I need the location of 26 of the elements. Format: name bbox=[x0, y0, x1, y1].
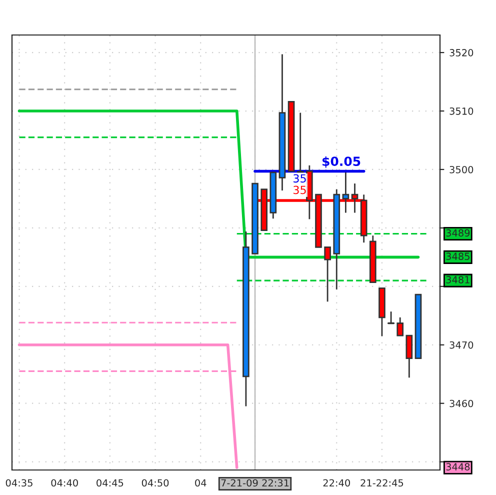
x-tick-label: 7-21-09 22:31 bbox=[221, 479, 289, 487]
x-tick-label: 21-22:45 bbox=[360, 479, 404, 487]
candlestick bbox=[342, 172, 350, 214]
candlestick bbox=[387, 310, 395, 324]
text: 3489 bbox=[446, 229, 470, 237]
candlestick bbox=[324, 246, 331, 302]
annotation: $0.05 bbox=[322, 156, 360, 168]
x-tick-label: 22:40 bbox=[323, 479, 350, 487]
y-tick-label: 3520 bbox=[450, 49, 474, 56]
x-tick-label: 04 bbox=[195, 479, 206, 487]
candlestick bbox=[406, 334, 413, 378]
text: 3481 bbox=[446, 276, 470, 284]
annotation: 35 bbox=[294, 186, 306, 194]
candlestick bbox=[396, 316, 404, 336]
x-tick-label: 04:40 bbox=[51, 479, 78, 487]
y-tick-label: 3500 bbox=[450, 166, 474, 174]
candlestick bbox=[296, 112, 304, 173]
y-tick-label: 3470 bbox=[450, 341, 474, 349]
text: 3448 bbox=[446, 463, 470, 470]
text: 3485 bbox=[446, 252, 470, 260]
annotation: 35 bbox=[294, 174, 306, 183]
y-tick-label: 3510 bbox=[450, 107, 474, 115]
x-tick-label: 04:35 bbox=[6, 479, 32, 487]
y-tick-label: 3460 bbox=[450, 400, 474, 408]
x-tick-label: 04:45 bbox=[96, 479, 124, 487]
x-tick-label: 04:50 bbox=[142, 479, 169, 487]
